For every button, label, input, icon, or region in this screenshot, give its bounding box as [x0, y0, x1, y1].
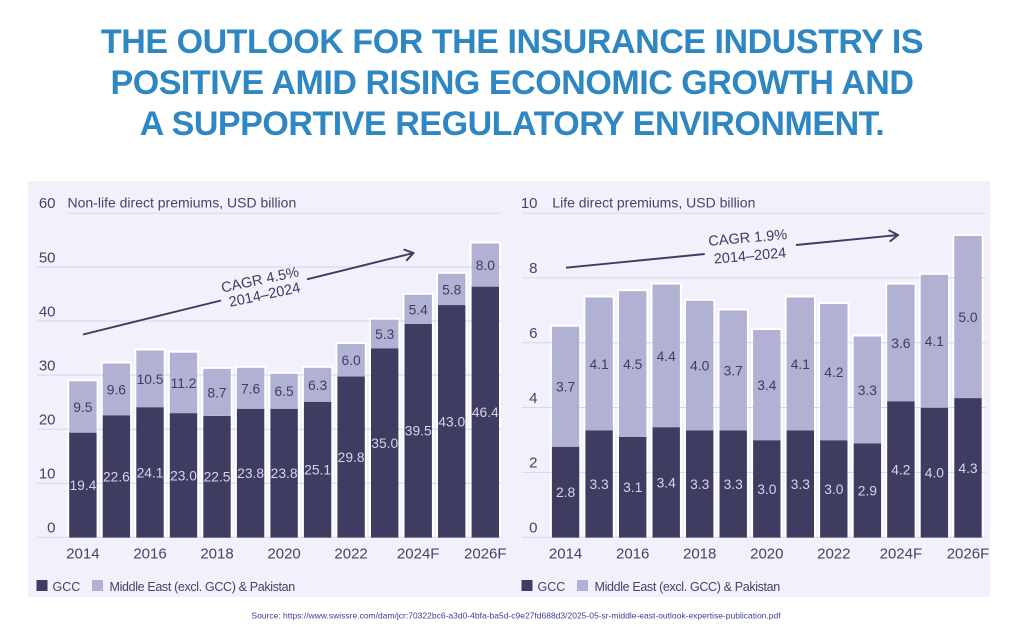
svg-text:Middle East (excl. GCC) & Paki: Middle East (excl. GCC) & Pakistan	[110, 580, 296, 594]
svg-text:10.5: 10.5	[137, 372, 164, 387]
svg-text:3.3: 3.3	[791, 477, 811, 492]
svg-text:2014: 2014	[549, 546, 582, 563]
svg-text:9.5: 9.5	[73, 400, 93, 415]
svg-text:10: 10	[39, 466, 56, 483]
svg-text:23.0: 23.0	[170, 468, 197, 483]
svg-text:2014: 2014	[66, 546, 99, 563]
svg-text:3.3: 3.3	[724, 477, 744, 492]
svg-text:2016: 2016	[133, 546, 166, 563]
svg-text:46.4: 46.4	[472, 405, 499, 420]
svg-text:4.1: 4.1	[925, 334, 944, 349]
svg-text:25.1: 25.1	[304, 463, 331, 478]
svg-text:4.2: 4.2	[891, 462, 910, 477]
svg-text:4.3: 4.3	[958, 461, 978, 476]
svg-text:6.5: 6.5	[275, 384, 295, 399]
svg-text:4.0: 4.0	[690, 359, 710, 374]
svg-text:3.3: 3.3	[690, 477, 710, 492]
svg-text:3.4: 3.4	[657, 475, 677, 490]
svg-text:3.1: 3.1	[623, 480, 642, 495]
svg-text:2026F: 2026F	[464, 546, 507, 563]
svg-text:2018: 2018	[683, 546, 716, 563]
svg-text:30: 30	[39, 357, 56, 374]
svg-text:35.0: 35.0	[371, 436, 398, 451]
svg-text:3.0: 3.0	[824, 482, 844, 497]
svg-text:23.8: 23.8	[237, 466, 264, 481]
svg-text:0: 0	[47, 520, 55, 537]
svg-text:GCC: GCC	[53, 580, 81, 594]
svg-text:43.0: 43.0	[438, 414, 465, 429]
svg-text:50: 50	[39, 249, 56, 266]
svg-text:2020: 2020	[750, 546, 783, 563]
svg-text:Source: https://www.swissre.co: Source: https://www.swissre.com/dam/jcr:…	[251, 611, 781, 621]
svg-text:3.6: 3.6	[891, 336, 911, 351]
svg-text:2018: 2018	[200, 546, 233, 563]
svg-text:6.3: 6.3	[308, 378, 328, 393]
svg-text:2014–2024: 2014–2024	[713, 245, 787, 267]
svg-text:9.6: 9.6	[107, 382, 127, 397]
svg-text:5.0: 5.0	[958, 310, 978, 325]
svg-text:GCC: GCC	[538, 580, 566, 594]
svg-text:39.5: 39.5	[405, 424, 432, 439]
svg-text:4.1: 4.1	[791, 357, 810, 372]
svg-text:3.7: 3.7	[556, 380, 575, 395]
svg-text:2022: 2022	[817, 546, 850, 563]
svg-text:10: 10	[521, 195, 538, 212]
svg-text:29.8: 29.8	[338, 450, 365, 465]
svg-text:60: 60	[39, 195, 56, 212]
svg-text:4.2: 4.2	[824, 365, 843, 380]
svg-text:11.2: 11.2	[171, 376, 197, 391]
svg-text:4.4: 4.4	[657, 349, 677, 364]
svg-text:5.3: 5.3	[375, 327, 395, 342]
svg-text:8.7: 8.7	[207, 385, 226, 400]
svg-text:7.6: 7.6	[241, 381, 261, 396]
svg-text:22.5: 22.5	[204, 470, 231, 485]
svg-text:4.5: 4.5	[623, 357, 643, 372]
svg-text:3.7: 3.7	[724, 363, 743, 378]
svg-text:2022: 2022	[334, 546, 367, 563]
svg-text:20: 20	[39, 412, 56, 429]
svg-text:24.1: 24.1	[137, 465, 164, 480]
svg-text:0: 0	[529, 520, 537, 537]
svg-text:8.0: 8.0	[476, 258, 496, 273]
svg-text:4.1: 4.1	[590, 357, 609, 372]
svg-text:22.6: 22.6	[103, 469, 130, 484]
svg-text:40: 40	[39, 303, 56, 320]
svg-text:4: 4	[529, 390, 537, 407]
svg-text:2.8: 2.8	[556, 485, 576, 500]
svg-text:3.3: 3.3	[858, 383, 878, 398]
svg-text:2024F: 2024F	[397, 546, 440, 563]
svg-text:4.0: 4.0	[925, 466, 945, 481]
svg-text:5.4: 5.4	[409, 302, 429, 317]
svg-text:Non-life direct premiums, USD: Non-life direct premiums, USD billion	[68, 195, 297, 211]
svg-text:2020: 2020	[267, 546, 300, 563]
svg-text:Middle East (excl. GCC) & Paki: Middle East (excl. GCC) & Pakistan	[595, 580, 781, 594]
svg-text:2: 2	[529, 455, 537, 472]
svg-text:19.4: 19.4	[69, 478, 96, 493]
svg-text:Life direct premiums, USD bill: Life direct premiums, USD billion	[552, 195, 755, 211]
svg-text:2026F: 2026F	[947, 546, 990, 563]
svg-text:3.3: 3.3	[590, 477, 610, 492]
svg-text:8: 8	[529, 260, 537, 277]
svg-text:CAGR 1.9%: CAGR 1.9%	[708, 227, 788, 250]
svg-text:6.0: 6.0	[342, 353, 362, 368]
svg-text:6: 6	[529, 325, 537, 342]
svg-text:5.8: 5.8	[442, 282, 462, 297]
svg-text:23.8: 23.8	[271, 466, 298, 481]
svg-text:3.0: 3.0	[757, 482, 777, 497]
svg-text:2016: 2016	[616, 546, 649, 563]
svg-text:2024F: 2024F	[880, 546, 923, 563]
svg-text:2.9: 2.9	[858, 484, 878, 499]
svg-text:3.4: 3.4	[757, 378, 777, 393]
